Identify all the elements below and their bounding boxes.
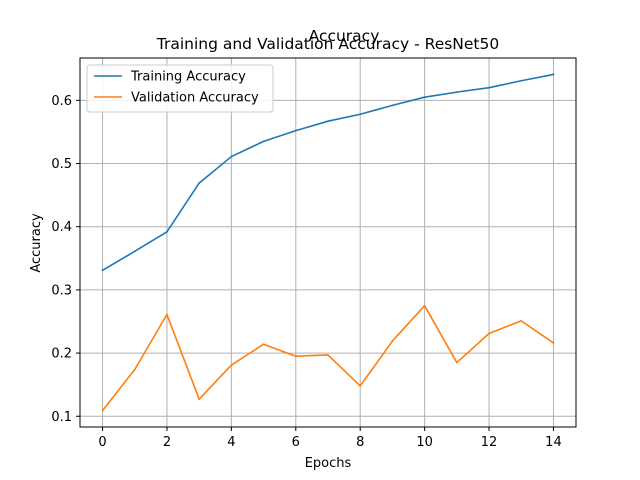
validation-accuracy-point	[198, 398, 201, 401]
validation-accuracy-point	[359, 385, 362, 387]
training-accuracy-point	[552, 73, 555, 76]
grid-layer	[80, 58, 576, 427]
training-accuracy-point	[198, 182, 201, 185]
training-accuracy-point	[166, 230, 168, 233]
training-accuracy-point	[488, 86, 490, 89]
validation-accuracy-point	[391, 340, 394, 342]
validation-accuracy-point	[294, 355, 297, 358]
training-accuracy-point	[359, 113, 362, 116]
chart-suptitle: Accuracy	[309, 27, 380, 45]
x-tick-label: 2	[163, 435, 171, 450]
x-tick-label: 6	[292, 435, 300, 450]
y-tick-label: 0.1	[51, 410, 72, 425]
series-layer	[101, 73, 555, 412]
validation-accuracy-point	[552, 342, 555, 344]
validation-accuracy-point	[488, 332, 490, 335]
x-tick-label: 14	[545, 435, 562, 450]
x-tick-label: 8	[356, 435, 364, 450]
legend-box	[86, 64, 274, 113]
training-accuracy-point	[262, 140, 265, 143]
legend: Training Accuracy Validation Accuracy	[86, 64, 274, 113]
plot-frame	[79, 57, 577, 428]
y-tick-label: 0.2	[51, 347, 72, 362]
y-tick-label: 0.4	[51, 220, 72, 235]
y-tick-label: 0.3	[51, 283, 72, 298]
x-tick-label: 4	[227, 435, 235, 450]
tick-layer: 0 2 4 6 8 10 12 14 0.1 0.2 0.3 0.4 0.5 0.6	[51, 94, 561, 450]
validation-accuracy-point	[520, 319, 523, 322]
y-tick-label: 0.5	[51, 157, 72, 172]
training-accuracy-point	[133, 250, 136, 253]
legend-entry-label: Training Accuracy	[130, 70, 246, 85]
training-accuracy-point	[455, 91, 458, 94]
chart-title: Training and Validation Accuracy - ResNe…	[156, 35, 499, 53]
validation-accuracy-point	[230, 364, 233, 366]
x-tick-label: 0	[98, 435, 106, 450]
validation-accuracy-line	[101, 304, 555, 412]
training-accuracy-point	[423, 96, 426, 99]
training-accuracy-point	[520, 79, 523, 82]
training-accuracy-point	[327, 120, 329, 123]
validation-accuracy-point	[455, 361, 458, 364]
training-accuracy-point	[391, 104, 394, 107]
validation-accuracy-point	[101, 409, 104, 412]
x-tick-label: 12	[481, 435, 498, 450]
training-accuracy-point	[230, 155, 233, 158]
x-tick-label: 10	[416, 435, 433, 450]
legend-entry-label: Validation Accuracy	[131, 91, 259, 106]
y-axis-label: Accuracy	[29, 213, 44, 273]
validation-accuracy-point	[423, 304, 426, 307]
validation-accuracy-point	[327, 354, 329, 356]
validation-accuracy-point	[166, 313, 168, 316]
validation-accuracy-point	[133, 368, 136, 371]
training-accuracy-point	[101, 269, 104, 272]
training-accuracy-point	[294, 129, 297, 132]
x-axis-label: Epochs	[305, 456, 352, 471]
y-tick-label: 0.6	[51, 94, 72, 109]
validation-accuracy-point	[262, 343, 265, 346]
